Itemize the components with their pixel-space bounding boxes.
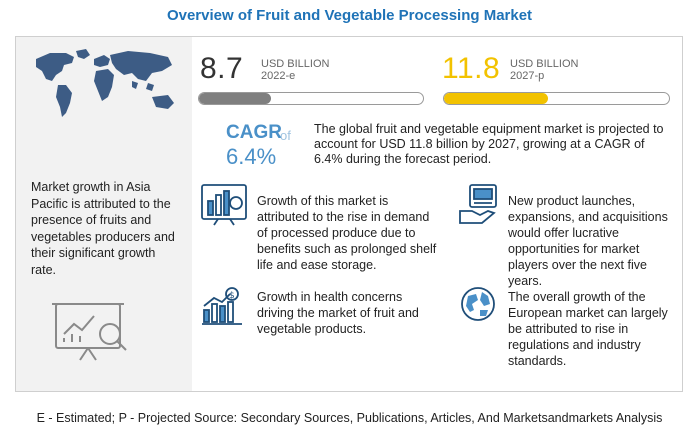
market-unit-2027: USD BILLION 2027-p <box>510 58 578 82</box>
unit-label-2027: USD BILLION <box>510 58 579 70</box>
progress-bar-2027 <box>443 92 670 105</box>
cagr-label: CAGR <box>226 122 282 143</box>
year-label-2027: 2027-p <box>510 70 545 82</box>
source-footnote: E - Estimated; P - Projected Source: Sec… <box>36 411 663 425</box>
asia-pacific-note: Market growth in Asia Pacific is attribu… <box>31 180 175 277</box>
market-value-2022: 8.7 <box>200 52 244 85</box>
infographic-frame <box>15 36 683 392</box>
globe-icon <box>461 287 495 321</box>
progress-fill-2027 <box>444 93 548 104</box>
point-health-concerns: Growth in health concerns driving the ma… <box>257 290 419 336</box>
unit-label-2022: USD BILLION <box>261 58 330 70</box>
point-product-launches: New product launches, expansions, and ac… <box>508 194 668 288</box>
analytics-report-icon <box>52 303 127 361</box>
page-title: Overview of Fruit and Vegetable Processi… <box>166 7 533 24</box>
market-value-2027: 11.8 <box>442 52 501 85</box>
point-european-growth: The overall growth of the European marke… <box>508 290 668 368</box>
point-processed-demand: Growth of this market is attributed to t… <box>257 194 437 272</box>
product-launch-icon <box>459 184 497 224</box>
cagr-description: The global fruit and vegetable equipment… <box>314 122 664 166</box>
svg-text:$: $ <box>229 291 235 301</box>
cagr-value: 6.4% <box>226 144 277 169</box>
world-map-icon <box>36 49 174 117</box>
dollar-growth-icon: $ <box>202 287 242 325</box>
cagr-of: of <box>280 128 291 143</box>
progress-fill-2022 <box>199 93 271 104</box>
year-label-2022: 2022-e <box>261 70 296 82</box>
market-unit-2022: USD BILLION 2022-e <box>261 58 329 82</box>
progress-bar-2022 <box>198 92 424 105</box>
growth-chart-icon <box>201 184 247 226</box>
